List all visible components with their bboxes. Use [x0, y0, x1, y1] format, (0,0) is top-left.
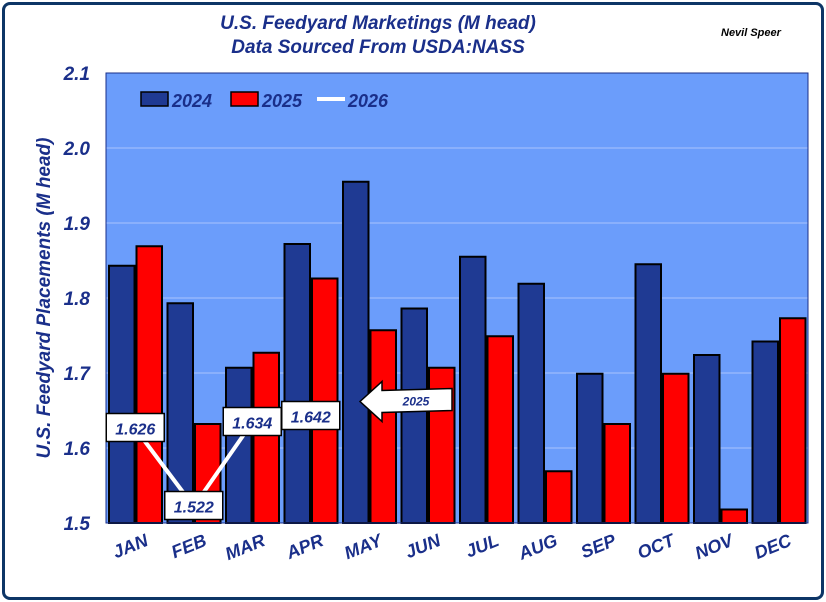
y-axis-ticks: 1.5 1.6 1.7 1.8 1.9 2.0 2.1 — [63, 64, 92, 535]
y-tick-label: 1.5 — [64, 514, 91, 535]
x-tick-label: OCT — [635, 529, 680, 563]
y-tick-label: 1.9 — [64, 214, 91, 235]
legend: 2024 2025 2026 — [140, 91, 389, 111]
bar-2025-jul — [486, 335, 514, 524]
legend-item-2024: 2024 — [140, 91, 212, 111]
x-tick-label: JAN — [110, 530, 152, 562]
legend-item-2026: 2026 — [317, 91, 389, 111]
data-label-box — [281, 400, 341, 431]
legend-label: 2025 — [261, 91, 303, 111]
data-labels: 1.626 1.522 1.634 1.642 — [105, 400, 341, 521]
bar-2024-nov — [693, 354, 721, 524]
annotation-arrow: 2025 — [358, 379, 453, 424]
bar-2024-jul — [459, 255, 487, 524]
x-tick-label: JUL — [463, 530, 502, 561]
y-tick-label: 2.1 — [63, 64, 90, 85]
x-tick-label: APR — [283, 530, 327, 563]
bar-2025-oct — [662, 372, 690, 524]
y-tick-label: 1.6 — [64, 439, 91, 460]
data-label-text: 1.626 — [115, 422, 155, 439]
x-tick-label: MAR — [222, 530, 268, 564]
y-tick-label: 1.8 — [64, 289, 91, 310]
data-label-text: 1.634 — [232, 416, 272, 433]
data-label-text: 1.642 — [291, 410, 331, 427]
bar-2025-sep — [603, 423, 631, 524]
x-tick-label: JUN — [402, 530, 444, 562]
data-label-2026: 1.522 — [164, 490, 224, 521]
y-tick-label: 2.0 — [63, 139, 91, 160]
plot-border — [105, 72, 809, 524]
legend-item-2025: 2025 — [230, 91, 303, 111]
bar-2024-jun — [400, 307, 428, 524]
bar-2024-apr — [283, 243, 311, 524]
bar-2024-may — [342, 180, 370, 524]
bar-2025-jan — [135, 245, 163, 524]
legend-label: 2024 — [171, 91, 212, 111]
bar-2025-mar — [252, 351, 280, 524]
x-tick-label: SEP — [578, 530, 620, 562]
x-axis-ticks: JAN FEB MAR APR MAY JUN JUL AUG SEP OCT NOV DEC — [110, 529, 795, 564]
data-label-box — [105, 412, 165, 443]
bar-2024-jan — [108, 264, 136, 524]
arrow-shape — [358, 379, 453, 424]
x-tick-label: FEB — [168, 530, 209, 562]
arrow-label: 2025 — [402, 395, 430, 409]
chart-title: U.S. Feedyard Marketings (M head) Data S… — [0, 12, 826, 60]
x-tick-label: AUG — [515, 530, 561, 564]
x-tick-label: NOV — [692, 529, 738, 563]
data-label-text: 1.522 — [174, 500, 214, 517]
data-label-box — [222, 406, 282, 437]
y-axis-label: U.S. Feedyard Placements (M head) — [34, 138, 55, 459]
title-line-2: Data Sourced From USDA:NASS — [231, 37, 525, 58]
bar-2025-nov — [720, 508, 748, 524]
title-line-1: U.S. Feedyard Marketings (M head) — [220, 13, 536, 34]
bar-2025-may — [369, 329, 397, 524]
y-tick-label: 1.7 — [64, 364, 92, 385]
x-tick-label: DEC — [752, 530, 796, 563]
bar-2024-dec — [751, 340, 779, 524]
bar-2024-oct — [634, 263, 662, 524]
data-label-box — [164, 490, 224, 521]
data-label-2026: 1.626 — [105, 412, 165, 443]
data-label-2026: 1.642 — [281, 400, 341, 431]
data-label-2026: 1.634 — [222, 406, 282, 437]
bar-2024-sep — [576, 372, 604, 524]
bar-2025-dec — [779, 317, 807, 524]
x-tick-label: MAY — [341, 529, 386, 563]
bar-2025-aug — [545, 470, 573, 524]
author-credit: Nevil Speer — [721, 27, 781, 39]
legend-swatch — [140, 91, 169, 107]
legend-swatch — [230, 91, 259, 107]
bar-2024-aug — [517, 282, 545, 524]
legend-label: 2026 — [347, 91, 389, 111]
bars — [105, 72, 809, 524]
